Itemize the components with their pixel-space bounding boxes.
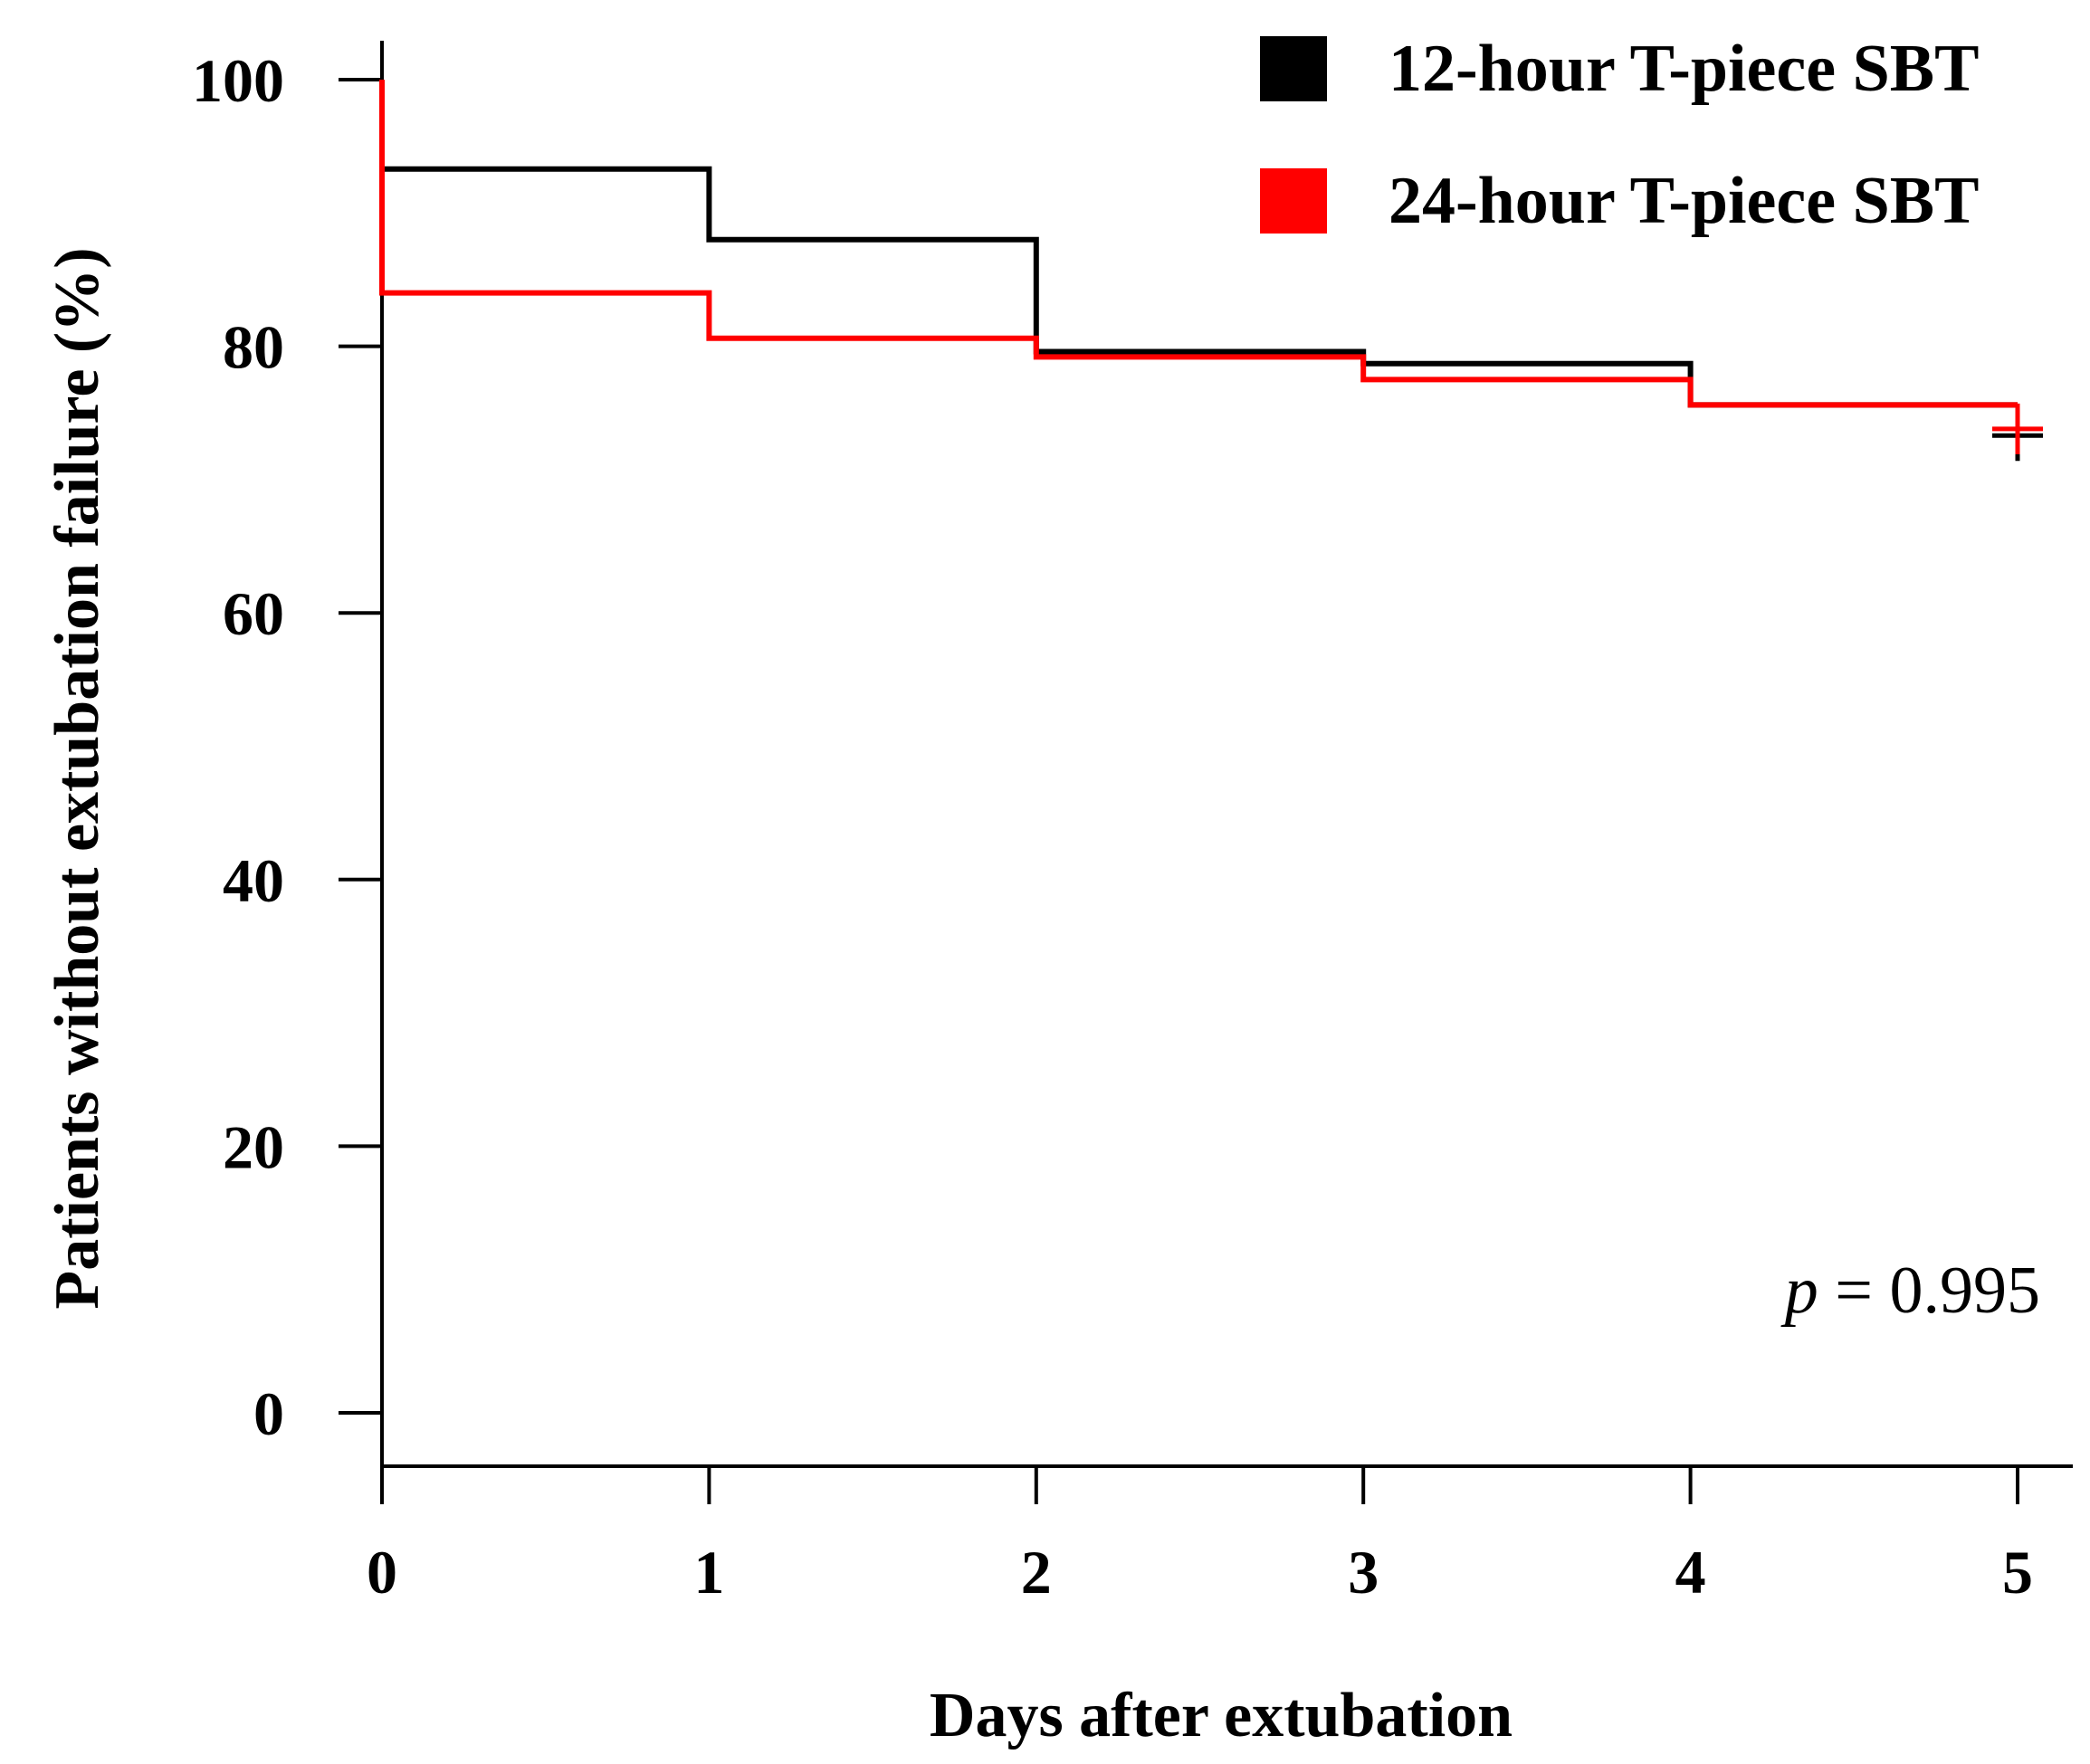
y-ticks [339,78,382,1415]
x-ticks [380,1466,2019,1504]
y-tick-label-20: 20 [223,1112,284,1181]
p-value-annotation: p = 0.995 [1780,1254,2040,1328]
x-tick-label-2: 2 [1021,1538,1052,1607]
legend-label-12-hour: 12-hour T-piece SBT [1389,32,1979,106]
x-tick-label-4: 4 [1675,1538,1706,1607]
x-axis-title: Days after extubation [930,1681,1513,1750]
y-tick-label-100: 100 [192,46,284,115]
legend-swatch-24-hour [1260,168,1327,234]
legend: 12-hour T-piece SBT 24-hour T-piece SBT [1260,32,1979,238]
legend-label-24-hour: 24-hour T-piece SBT [1389,164,1979,238]
x-tick-label-3: 3 [1348,1538,1379,1607]
y-tick-label-0: 0 [253,1379,284,1448]
y-tick-label-40: 40 [223,846,284,915]
p-value: = 0.995 [1818,1254,2040,1328]
p-symbol: p [1780,1254,1818,1328]
x-tick-label-0: 0 [367,1538,397,1607]
legend-swatch-12-hour [1260,36,1327,101]
series-line-24-hour [379,80,2018,408]
y-axis-title: Patients without extubation failure (%) [43,247,112,1309]
x-tick-label-1: 1 [693,1538,724,1607]
censor-mark-24-hour [1992,403,2043,454]
y-tick-label-60: 60 [223,579,284,648]
y-tick-label-80: 80 [223,313,284,382]
x-tick-label-5: 5 [2002,1538,2033,1607]
